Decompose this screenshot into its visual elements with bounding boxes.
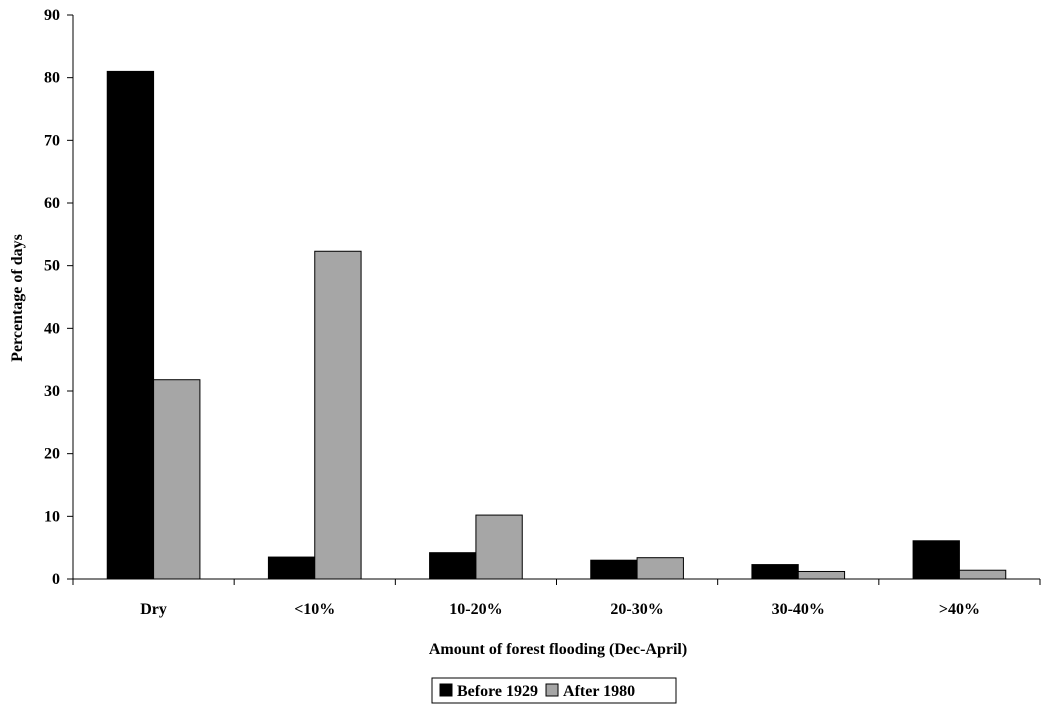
bar-after-1980 [636,557,684,580]
x-tick-label: 10-20% [449,601,502,618]
x-tick-label: 20-30% [610,601,663,618]
x-tick-label: <10% [294,601,335,618]
x-axis: Dry <10% 10-20% 20-30% 30-40% >40% [72,578,1041,618]
y-tick-label: 90 [44,7,60,24]
bar-after-1980 [797,570,846,580]
x-tick-label: Dry [140,601,167,618]
legend-swatch-after-1980 [545,683,559,697]
legend-swatch-before-1929 [439,683,453,697]
legend-label-after-1980: After 1980 [563,683,635,700]
x-tick-label: >40% [939,601,980,618]
bar-before-1929 [429,552,477,580]
x-axis-title: Amount of forest flooding (Dec-April) [429,641,687,658]
legend: Before 1929 After 1980 [431,677,677,704]
legend-label-before-1929: Before 1929 [457,683,538,700]
bar-before-1929 [912,540,960,580]
y-axis-title: Percentage of days [9,234,26,362]
bar-after-1980 [153,379,201,580]
y-tick-label: 0 [52,571,60,588]
bar-after-1980 [314,250,362,580]
bar-before-1929 [267,556,316,580]
y-tick-label: 50 [44,258,60,275]
y-tick-label: 30 [44,383,60,400]
y-tick-label: 60 [44,195,60,212]
bars [106,70,1007,580]
y-tick-label: 40 [44,320,60,337]
y-tick-label: 80 [44,70,60,87]
y-tick-label: 20 [44,446,60,463]
y-tick-label: 70 [44,132,60,149]
x-tick-label: 30-40% [772,601,825,618]
bar-before-1929 [590,559,638,580]
bar-after-1980 [475,514,523,580]
y-axis: 0 10 20 30 40 50 60 70 80 90 [44,7,74,588]
bar-before-1929 [751,564,799,580]
bar-after-1980 [958,569,1007,580]
bar-before-1929 [106,70,155,580]
y-tick-label: 10 [44,508,60,525]
